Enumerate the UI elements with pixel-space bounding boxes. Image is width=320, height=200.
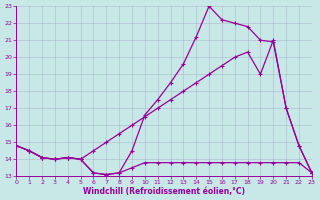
X-axis label: Windchill (Refroidissement éolien,°C): Windchill (Refroidissement éolien,°C) [83, 187, 245, 196]
